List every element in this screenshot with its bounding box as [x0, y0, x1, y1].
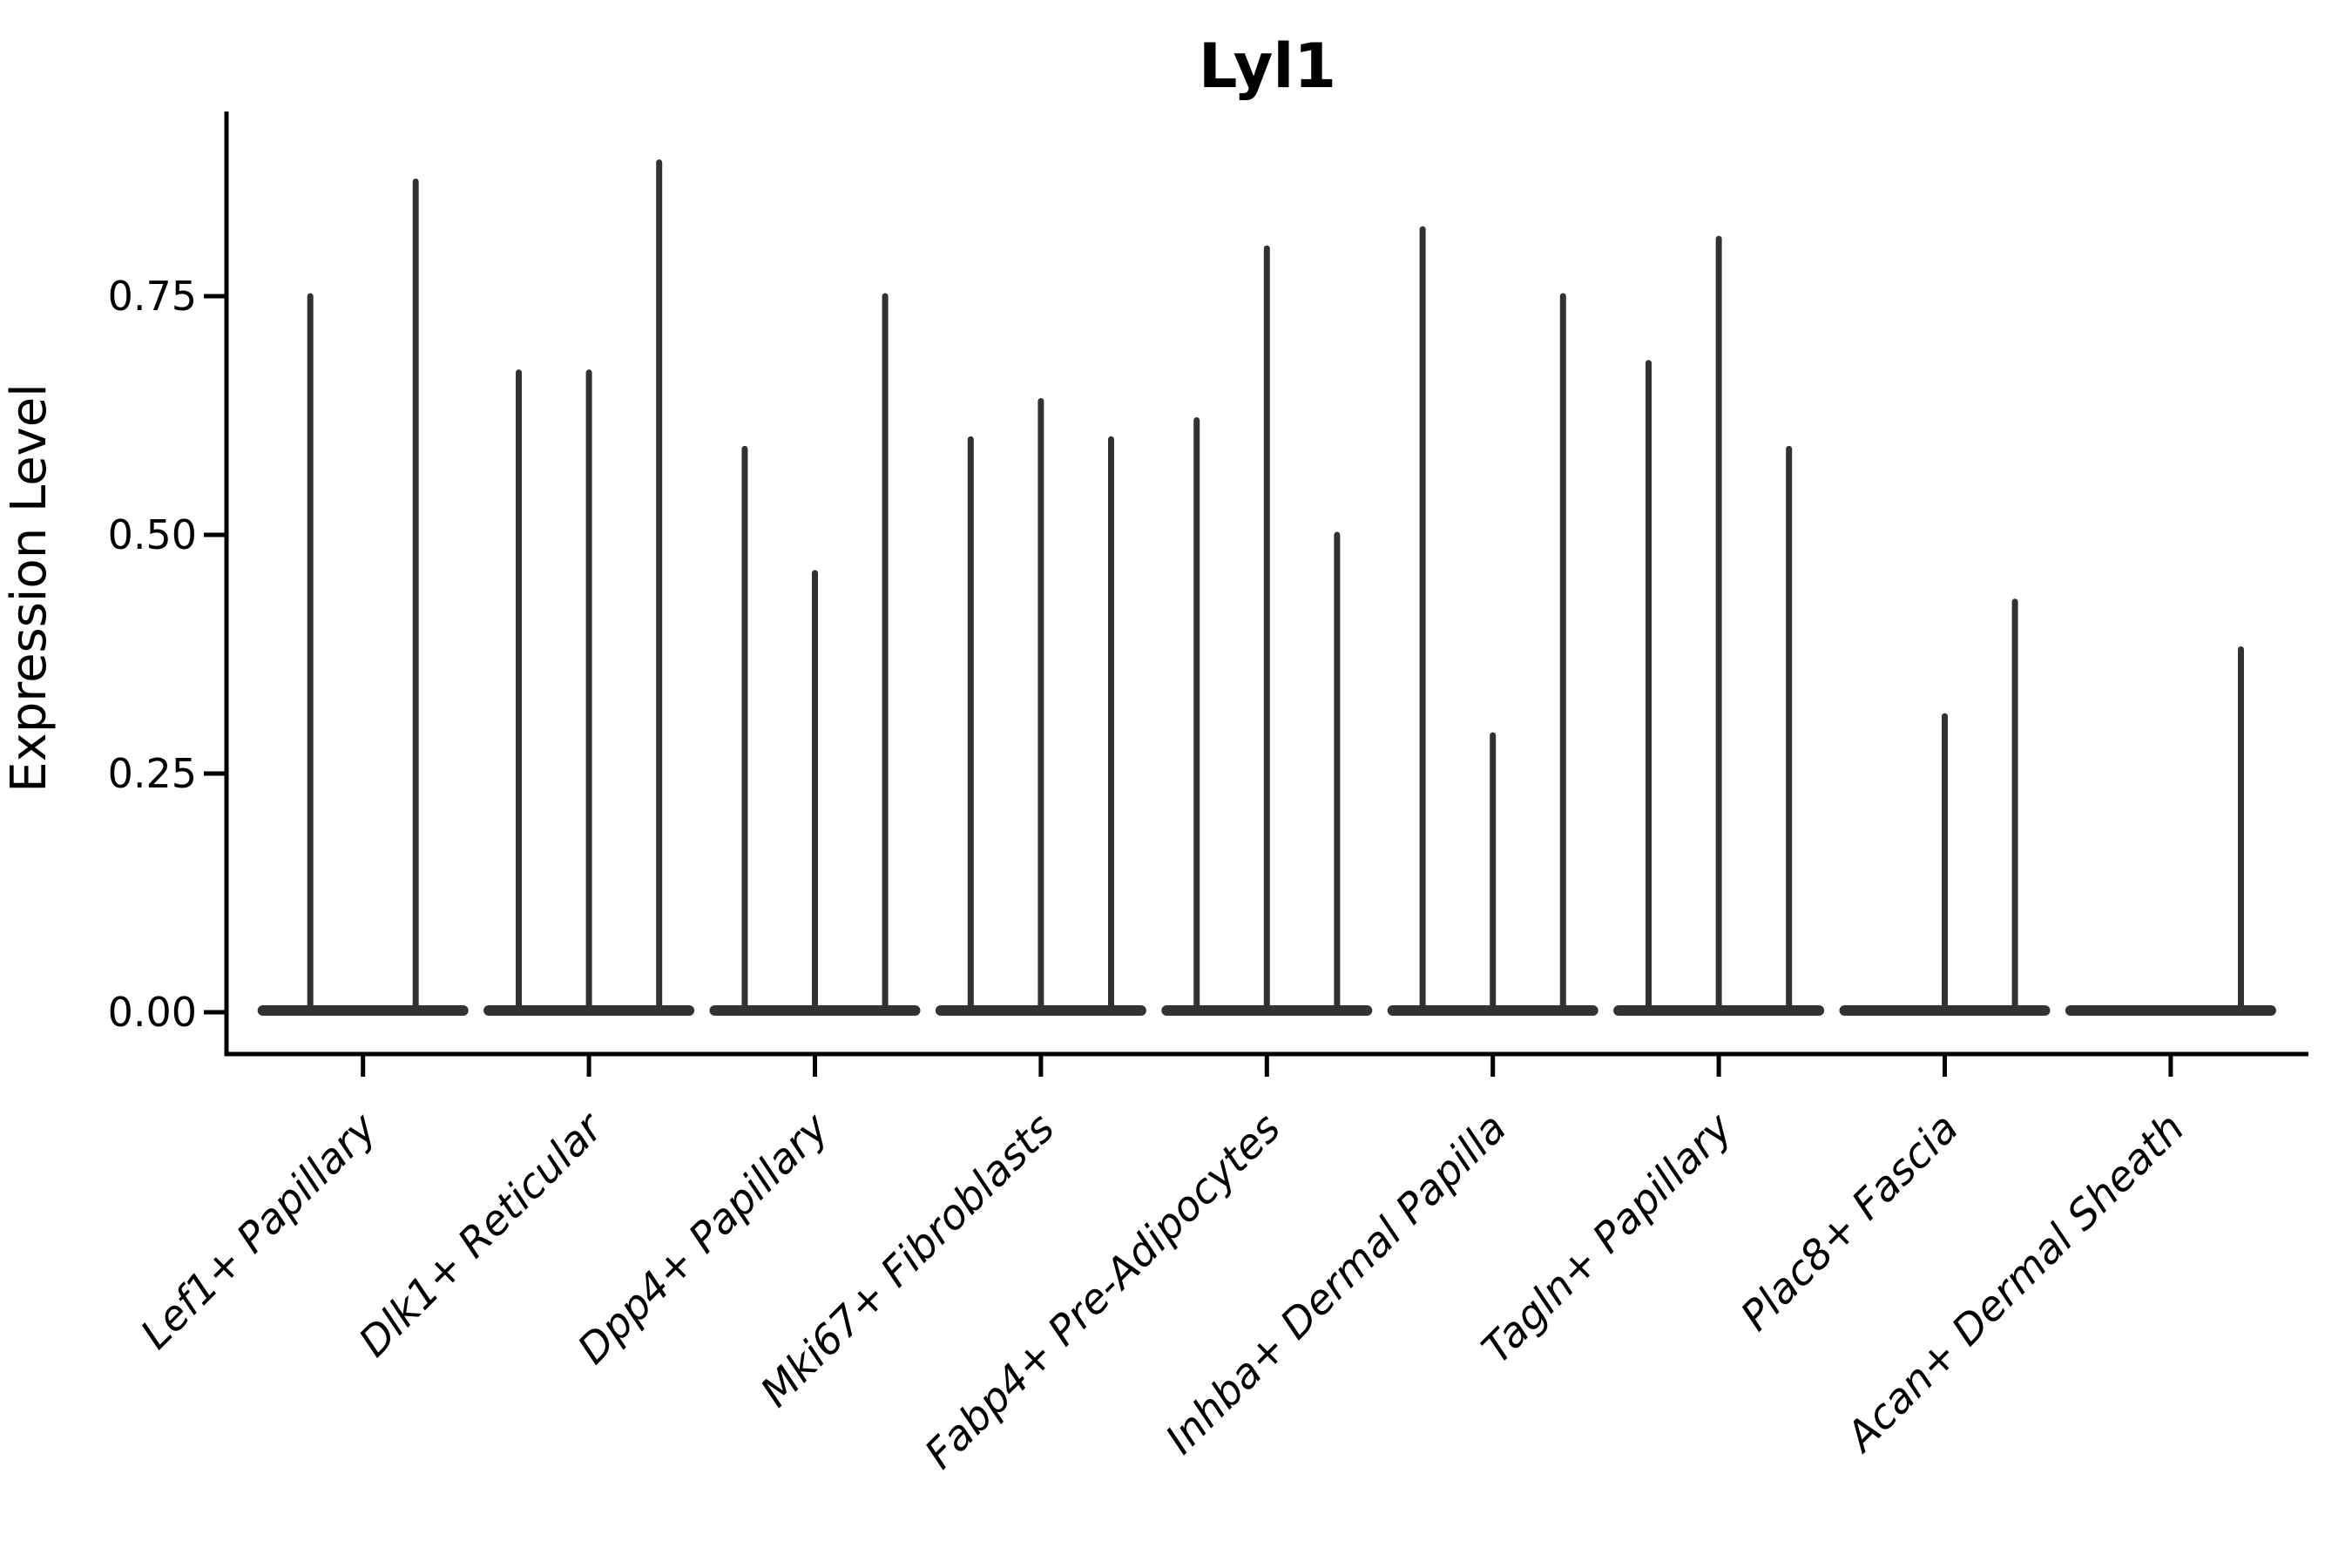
x-tick-label: Dlk1+ Reticular: [350, 1103, 614, 1367]
chart-title: Lyl1: [1199, 30, 1336, 102]
x-tick-label: Tagln+ Papillary: [1473, 1104, 1743, 1374]
x-tick-label: Dpp4+ Papillary: [569, 1104, 839, 1374]
x-tick-label: Lef1+ Papillary: [132, 1104, 387, 1359]
x-tick-label: Plac8+ Fascia: [1732, 1105, 1968, 1341]
y-tick-label: 0.00: [108, 989, 197, 1036]
violin-base: [2065, 1005, 2276, 1016]
violin-base: [257, 1005, 469, 1016]
y-tick-label: 0.75: [108, 273, 197, 320]
y-tick-label: 0.25: [108, 750, 197, 797]
x-tick-label: Fabp4+ Pre-Adipocytes: [916, 1105, 1289, 1478]
y-axis-label: Expression Level: [1, 383, 57, 793]
y-tick-label: 0.50: [108, 511, 197, 558]
